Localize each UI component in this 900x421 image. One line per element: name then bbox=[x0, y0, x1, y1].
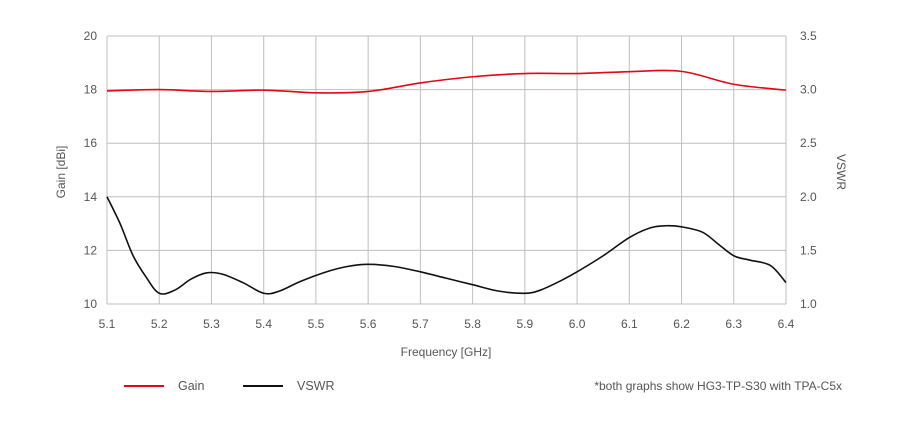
legend-swatch-gain bbox=[124, 385, 164, 387]
y-axis-left-label: Gain [dBi] bbox=[54, 146, 68, 199]
y-right-tick-label: 3.0 bbox=[800, 83, 817, 97]
x-tick-label: 6.2 bbox=[673, 317, 690, 331]
x-tick-label: 6.0 bbox=[569, 317, 586, 331]
y-left-tick-label: 12 bbox=[84, 243, 98, 257]
series-line-gain bbox=[106, 69, 787, 94]
x-tick-label: 6.4 bbox=[778, 317, 795, 331]
y-right-tick-label: 1.0 bbox=[800, 297, 817, 311]
y-axis-right-label: VSWR bbox=[834, 154, 848, 190]
series-line-vswr bbox=[106, 196, 787, 295]
x-tick-label: 5.8 bbox=[464, 317, 481, 331]
x-tick-label: 5.2 bbox=[151, 317, 168, 331]
x-tick-label: 5.4 bbox=[255, 317, 272, 331]
legend-label-gain: Gain bbox=[178, 379, 205, 393]
footnote: *both graphs show HG3-TP-S30 with TPA-C5… bbox=[594, 379, 842, 393]
y-left-tick-label: 18 bbox=[84, 83, 98, 97]
x-tick-label: 5.6 bbox=[360, 317, 377, 331]
y-right-tick-label: 2.0 bbox=[800, 190, 817, 204]
y-right-tick-label: 3.5 bbox=[800, 29, 817, 43]
x-tick-label: 5.9 bbox=[517, 317, 534, 331]
x-axis-label: Frequency [GHz] bbox=[401, 345, 492, 359]
series-lines bbox=[106, 69, 787, 295]
y-right-tick-label: 1.5 bbox=[800, 243, 817, 257]
y-right-tick-label: 2.5 bbox=[800, 136, 817, 150]
legend-label-vswr: VSWR bbox=[297, 379, 335, 393]
y-left-tick-label: 10 bbox=[84, 297, 98, 311]
x-tick-label: 5.7 bbox=[412, 317, 429, 331]
legend-swatch-vswr bbox=[243, 385, 283, 387]
x-tick-label: 5.5 bbox=[308, 317, 325, 331]
y-left-tick-label: 14 bbox=[84, 190, 98, 204]
x-tick-label: 5.3 bbox=[203, 317, 220, 331]
x-tick-label: 6.3 bbox=[725, 317, 742, 331]
x-tick-label: 6.1 bbox=[621, 317, 638, 331]
grid bbox=[106, 35, 787, 305]
y-left-tick-label: 16 bbox=[84, 136, 98, 150]
legend-item-vswr: VSWR bbox=[243, 376, 335, 396]
legend-item-gain: Gain bbox=[124, 376, 204, 396]
x-tick-label: 5.1 bbox=[99, 317, 116, 331]
y-left-tick-label: 20 bbox=[84, 29, 98, 43]
tick-labels: 10 12 14 16 18 20 1.0 1.5 2.0 2.5 3.0 3.5 5.1 5.2 5.3 5… bbox=[84, 29, 817, 331]
